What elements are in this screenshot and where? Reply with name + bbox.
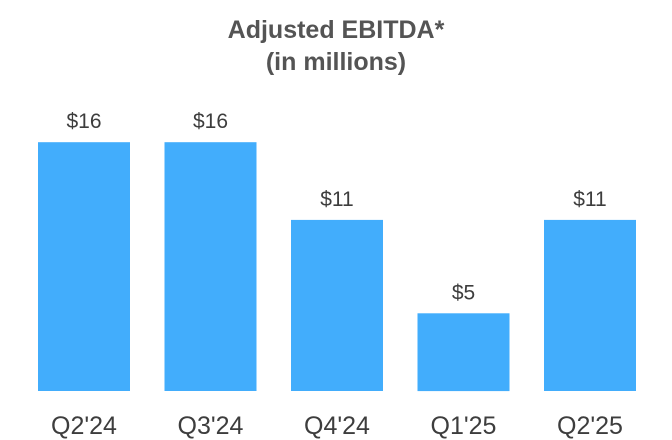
chart-title: Adjusted EBITDA* xyxy=(227,16,445,44)
bar-q3-24 xyxy=(164,142,257,391)
data-label: $16 xyxy=(66,110,101,133)
data-label: $11 xyxy=(573,188,606,211)
x-tick-label: Q1'25 xyxy=(431,412,497,440)
data-label: $5 xyxy=(452,281,475,304)
x-tick-label: Q3'24 xyxy=(178,412,244,440)
bar-q4-24 xyxy=(291,219,383,391)
data-label: $11 xyxy=(320,188,353,211)
x-tick-label: Q2'24 xyxy=(51,412,117,440)
chart-subtitle: (in millions) xyxy=(265,48,407,76)
x-tick-label: Q4'24 xyxy=(304,412,370,440)
bar-q1-25 xyxy=(417,313,510,392)
x-tick-label: Q2'25 xyxy=(557,412,623,440)
bar-q2-25 xyxy=(544,219,636,391)
bar-q2-24 xyxy=(38,142,130,391)
data-label: $16 xyxy=(193,110,228,133)
